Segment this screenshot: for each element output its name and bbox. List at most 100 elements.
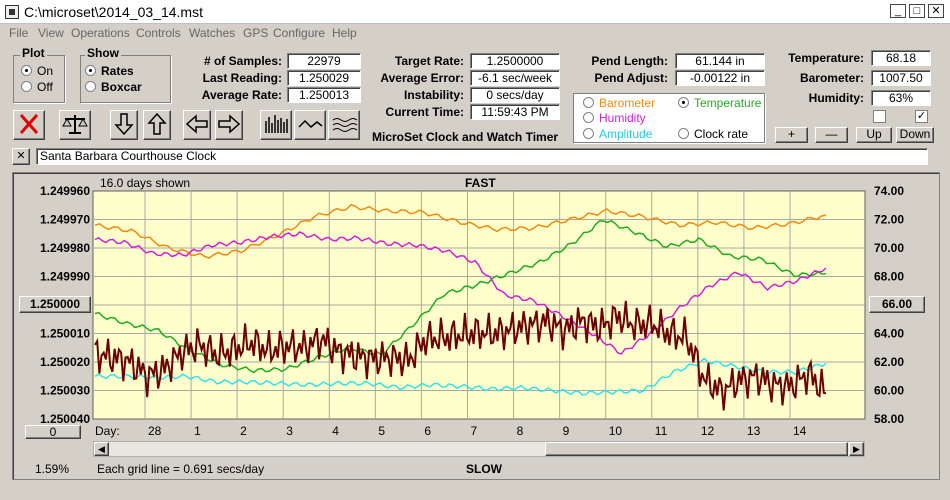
zero-button[interactable]: 0 (25, 425, 81, 439)
plot-on-radio[interactable]: On (21, 64, 53, 78)
right-center-value-button[interactable]: 66.00 (869, 296, 925, 313)
histogram-icon (265, 115, 288, 133)
series-humidity-radio[interactable]: Humidity (583, 111, 646, 125)
average-error-value: -6.1 sec/week (470, 70, 560, 86)
series-temperature-radio[interactable]: Temperature (678, 96, 761, 110)
menu-configure[interactable]: Configure (273, 26, 326, 40)
right-checkbox[interactable]: ✓ (915, 110, 928, 123)
y-right-tick-label: 62.00 (874, 355, 904, 369)
average-error-label: Average Error: (380, 71, 464, 85)
radio-on-icon (85, 65, 96, 76)
right-arrow-button[interactable] (215, 110, 243, 140)
plot-off-radio[interactable]: Off (21, 80, 53, 94)
up-button[interactable]: Up (856, 127, 892, 143)
menu-controls[interactable]: Controls (136, 26, 181, 40)
radio-off-icon (583, 112, 594, 123)
line-wave-icon (298, 119, 323, 129)
series-amplitude-radio[interactable]: Amplitude (583, 127, 652, 141)
title-bar[interactable]: C:\microset\2014_03_14.mst _ □ ✕ (0, 0, 950, 24)
show-rates-label: Rates (101, 64, 134, 78)
minimize-button[interactable]: _ (890, 4, 906, 18)
grid-note-label: Each grid line = 0.691 secs/day (97, 462, 265, 476)
target-rate-label: Target Rate: (394, 54, 464, 68)
show-boxcar-radio[interactable]: Boxcar (85, 80, 142, 94)
samples-value: 22979 (287, 53, 361, 69)
x-tick-label: 7 (471, 424, 478, 438)
series-amplitude-label: Amplitude (599, 127, 653, 141)
show-group (80, 55, 171, 103)
fast-label: FAST (465, 176, 496, 190)
close-clock-button[interactable]: ✕ (12, 148, 30, 165)
y-left-tick-label: 1.250040 (40, 412, 90, 426)
temperature-value: 68.18 (871, 50, 931, 66)
y-left-tick-label: 1.249980 (40, 241, 90, 255)
x-tick-label: 3 (286, 424, 293, 438)
day-label: Day: (95, 424, 120, 438)
x-tick-label: 1 (194, 424, 201, 438)
y-right-tick-label: 60.00 (874, 384, 904, 398)
humidity-label: Humidity: (808, 91, 864, 105)
plot-off-label: Off (37, 80, 53, 94)
menu-operations[interactable]: Operations (71, 26, 130, 40)
close-button[interactable]: ✕ (928, 4, 944, 18)
x-tick-label: 4 (332, 424, 339, 438)
radio-on-icon (678, 97, 689, 108)
histogram-button[interactable] (260, 110, 292, 140)
series-line-humidity (94, 231, 827, 355)
line-plot-button[interactable] (294, 110, 326, 140)
menu-gps[interactable]: GPS (243, 26, 269, 40)
x-tick-label: 14 (793, 424, 807, 438)
down-button[interactable]: Down (896, 127, 934, 143)
maximize-button[interactable]: □ (909, 4, 925, 18)
left-center-value-button[interactable]: 1.250000 (19, 296, 91, 313)
left-arrow-button[interactable] (183, 110, 211, 140)
x-tick-label: 11 (655, 424, 668, 438)
y-right-tick-label: 58.00 (874, 412, 904, 426)
radio-off-icon (583, 97, 594, 108)
arrow-up-icon (147, 112, 167, 135)
x-tick-label: 10 (609, 424, 623, 438)
current-time-label: Current Time: (385, 105, 464, 119)
radio-on-icon (21, 65, 32, 76)
series-barometer-radio[interactable]: Barometer (583, 96, 655, 110)
show-boxcar-label: Boxcar (101, 80, 142, 94)
menu-watches[interactable]: Watches (189, 26, 236, 40)
down-arrow-button[interactable] (110, 110, 138, 140)
menu-view[interactable]: View (38, 26, 64, 40)
menu-bar: File View Operations Controls Watches GP… (0, 24, 950, 43)
multi-line-button[interactable] (328, 110, 360, 140)
left-checkbox[interactable] (873, 110, 886, 123)
arrow-left-icon (185, 114, 208, 134)
balance-button[interactable] (59, 110, 91, 140)
plus-button[interactable]: + (775, 127, 808, 143)
pend-adjust-value: -0.00122 in (675, 70, 765, 86)
show-rates-radio[interactable]: Rates (85, 64, 134, 78)
series-line-rate (94, 300, 827, 411)
horizontal-scrollbar[interactable]: ◀ ▶ (93, 441, 865, 457)
x-tick-label: 8 (517, 424, 524, 438)
balance-scale-icon (62, 115, 88, 134)
menu-help[interactable]: Help (332, 26, 357, 40)
clock-name-field[interactable]: Santa Barbara Courthouse Clock (36, 148, 928, 165)
series-barometer-label: Barometer (599, 96, 656, 110)
x-tick-label: 6 (424, 424, 431, 438)
clear-button[interactable] (13, 110, 45, 140)
y-left-tick-label: 1.249960 (40, 184, 90, 198)
samples-label: # of Samples: (203, 54, 282, 68)
y-left-tick-label: 1.249970 (40, 213, 90, 227)
scroll-left-button[interactable]: ◀ (94, 442, 109, 456)
target-rate-value: 1.2500000 (470, 53, 560, 69)
x-tick-label: 5 (378, 424, 385, 438)
window-title: C:\microset\2014_03_14.mst (24, 4, 203, 20)
days-shown-label: 16.0 days shown (100, 176, 191, 190)
up-arrow-button[interactable] (143, 110, 171, 140)
x-tick-label: 9 (563, 424, 570, 438)
scroll-thumb[interactable] (545, 442, 848, 456)
series-clock-rate-radio[interactable]: Clock rate (678, 127, 748, 141)
y-left-tick-label: 1.250010 (40, 327, 90, 341)
scroll-right-button[interactable]: ▶ (849, 442, 864, 456)
minus-button[interactable]: — (815, 127, 848, 143)
menu-file[interactable]: File (9, 26, 29, 40)
